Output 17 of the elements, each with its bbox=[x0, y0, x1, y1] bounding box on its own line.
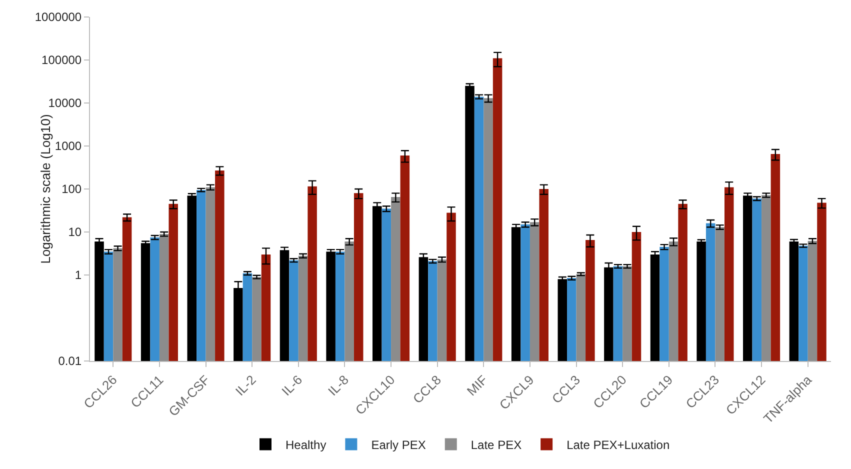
x-tick-label: IL-8 bbox=[324, 372, 352, 399]
legend-label: Healthy bbox=[286, 438, 326, 452]
y-tick-label: 10000 bbox=[48, 96, 82, 110]
x-tick-label: IL-6 bbox=[278, 372, 306, 399]
legend-label: Early PEX bbox=[371, 438, 426, 452]
y-tick-label: 10 bbox=[68, 225, 82, 240]
y-tick-label: 1000000 bbox=[34, 10, 82, 24]
y-axis-title: Logarithmic scale (Log10) bbox=[38, 114, 53, 264]
legend-label: Late PEX bbox=[470, 438, 522, 452]
y-tick-label: 100 bbox=[62, 182, 82, 196]
legend-label: Late PEX+Luxation bbox=[566, 438, 670, 452]
y-tick-label: 1 bbox=[74, 268, 82, 282]
y-tick-label: 0.01 bbox=[58, 354, 82, 368]
y-tick-label: 1000 bbox=[54, 139, 82, 154]
x-tick-label: IL-2 bbox=[232, 372, 259, 399]
y-tick-label: 100000 bbox=[42, 53, 82, 68]
x-tick-label: MIF bbox=[464, 372, 490, 399]
